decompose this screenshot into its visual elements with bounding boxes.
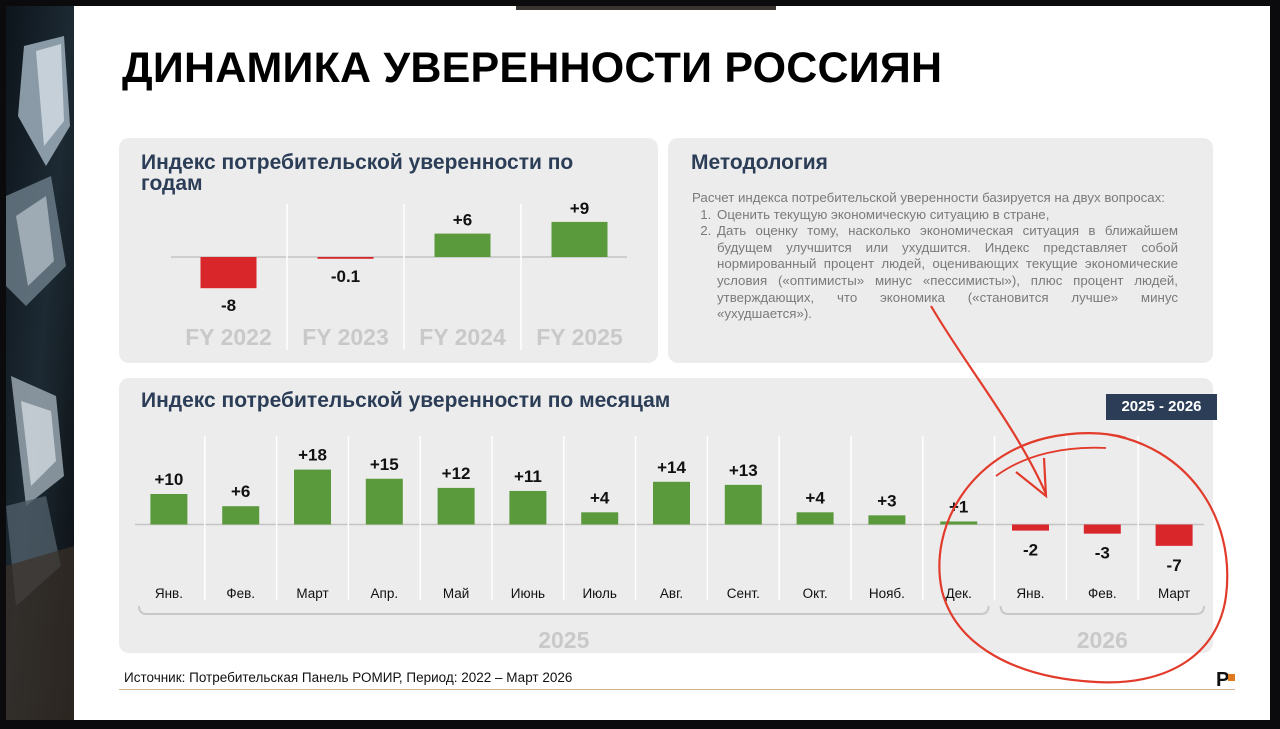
bar — [551, 221, 608, 257]
data-label: +12 — [442, 464, 471, 483]
data-label: +4 — [805, 488, 825, 507]
top-edge-bar — [516, 6, 776, 10]
month-label: Фев. — [1088, 586, 1117, 601]
month-label: Янв. — [1016, 586, 1044, 601]
category-label: FY 2025 — [536, 324, 623, 350]
bar — [222, 506, 260, 525]
source-note: Источник: Потребительская Панель РОМИР, … — [124, 670, 573, 685]
data-label: -0.1 — [331, 267, 360, 286]
bar — [653, 481, 690, 525]
methodology-panel: Методология Расчет индекса потребительск… — [668, 138, 1213, 363]
monthly-chart-title: Индекс потребительской уверенности по ме… — [141, 389, 671, 412]
data-label: -8 — [221, 296, 236, 315]
month-label: Окт. — [803, 586, 828, 601]
bar — [1012, 524, 1049, 531]
yearly-chart-title: Индекс потребительской уверенности по го… — [141, 151, 574, 195]
category-label: FY 2022 — [185, 324, 272, 350]
bar — [868, 515, 906, 525]
category-label: FY 2023 — [302, 324, 389, 350]
month-label: Янв. — [155, 586, 183, 601]
year-bracket — [999, 605, 1205, 615]
monthly-chart: +10 Янв. +6 Фев. +18 Март +15 Апр. +12 Май +11 Июнь… — [135, 436, 1205, 653]
methodology-text: Расчет индекса потребительской увереннос… — [692, 190, 1178, 323]
bar — [796, 512, 834, 525]
yearly-chart: -8 FY 2022 -0.1 FY 2023 +6 FY 2024 +9 FY 2025 — [171, 199, 627, 350]
bar — [365, 478, 403, 525]
month-label: Март — [296, 586, 328, 601]
year-group-label: 2025 — [538, 627, 589, 653]
month-label: Нояб. — [869, 586, 905, 601]
yearly-index-panel: Индекс потребительской уверенности по го… — [119, 138, 658, 363]
annotation-arrow — [930, 305, 1048, 495]
month-label: Сент. — [727, 586, 760, 601]
methodology-title: Методология — [691, 151, 828, 174]
source-divider — [119, 689, 1235, 690]
bar — [1155, 524, 1193, 546]
year-bracket — [138, 605, 990, 615]
methodology-intro: Расчет индекса потребительской увереннос… — [692, 190, 1165, 205]
data-label: +6 — [453, 211, 472, 230]
bar — [317, 257, 374, 259]
page-title: ДИНАМИКА УВЕРЕННОСТИ РОССИЯН — [122, 44, 943, 92]
month-label: Март — [1158, 586, 1190, 601]
data-label: -2 — [1023, 541, 1038, 560]
crystal-decoration — [6, 6, 74, 720]
romir-logo: P — [1216, 669, 1230, 691]
period-badge: 2025 - 2026 — [1106, 394, 1217, 420]
month-label: Фев. — [226, 586, 255, 601]
data-label: +9 — [570, 199, 589, 218]
bar — [1083, 524, 1121, 534]
methodology-item: Оценить текущую экономическую ситуацию в… — [715, 207, 1178, 224]
data-label: +4 — [590, 488, 610, 507]
month-label: Июль — [582, 586, 616, 601]
annotation-circle — [938, 432, 1229, 684]
methodology-list: Оценить текущую экономическую ситуацию в… — [692, 207, 1178, 323]
data-label: +3 — [877, 491, 896, 510]
category-label: FY 2024 — [419, 324, 506, 350]
data-label: +1 — [949, 497, 968, 516]
bar — [724, 484, 762, 525]
month-label: Апр. — [371, 586, 399, 601]
bar — [150, 494, 188, 525]
data-label: +10 — [154, 470, 183, 489]
data-label: +18 — [298, 446, 327, 465]
month-label: Авг. — [660, 586, 683, 601]
bar — [294, 469, 331, 525]
month-label: Июнь — [511, 586, 545, 601]
bar — [581, 512, 619, 525]
month-label: Май — [443, 586, 469, 601]
year-group-label: 2026 — [1077, 627, 1128, 653]
bar — [434, 233, 491, 257]
data-label: +6 — [231, 482, 250, 501]
bar — [200, 257, 257, 289]
data-label: +11 — [514, 467, 542, 486]
data-label: +13 — [729, 461, 758, 480]
logo-accent — [1228, 674, 1235, 681]
annotation-arrow-head — [1015, 457, 1048, 499]
bar — [437, 487, 475, 525]
month-label: Дек. — [946, 586, 972, 601]
data-label: -7 — [1167, 556, 1182, 575]
monthly-index-panel: Индекс потребительской уверенности по ме… — [119, 378, 1217, 653]
bar — [509, 490, 547, 525]
data-label: +15 — [370, 455, 399, 474]
handwritten-annotation — [930, 305, 1229, 684]
bar — [940, 521, 978, 525]
slide: ДИНАМИКА УВЕРЕННОСТИ РОССИЯН Индекс потр… — [6, 6, 1270, 720]
methodology-item: Дать оценку тому, насколько экономическа… — [715, 223, 1178, 323]
data-label: -3 — [1095, 544, 1110, 563]
data-label: +14 — [657, 458, 686, 477]
